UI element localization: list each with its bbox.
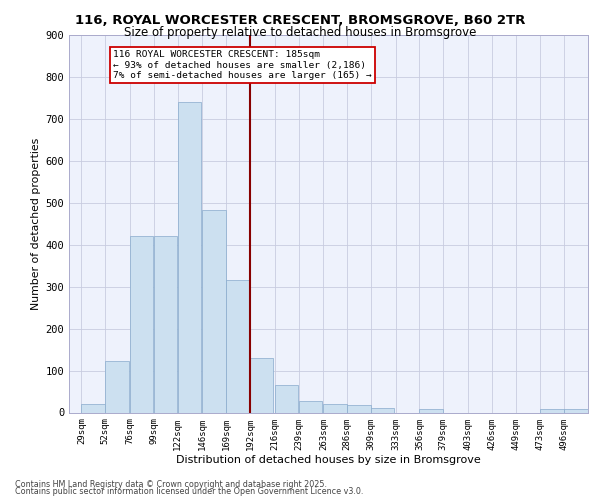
Bar — [371, 408, 394, 412]
Text: Contains public sector information licensed under the Open Government Licence v3: Contains public sector information licen… — [15, 487, 364, 496]
Text: Contains HM Land Registry data © Crown copyright and database right 2025.: Contains HM Land Registry data © Crown c… — [15, 480, 327, 489]
X-axis label: Distribution of detached houses by size in Bromsgrove: Distribution of detached houses by size … — [176, 455, 481, 465]
Bar — [541, 409, 564, 412]
Text: Size of property relative to detached houses in Bromsgrove: Size of property relative to detached ho… — [124, 26, 476, 39]
Y-axis label: Number of detached properties: Number of detached properties — [31, 138, 41, 310]
Bar — [154, 236, 177, 412]
Bar — [250, 358, 274, 412]
Bar — [275, 385, 298, 412]
Bar — [130, 236, 154, 412]
Text: 116 ROYAL WORCESTER CRESCENT: 185sqm
← 93% of detached houses are smaller (2,186: 116 ROYAL WORCESTER CRESCENT: 185sqm ← 9… — [113, 50, 372, 80]
Bar — [226, 280, 250, 412]
Bar — [105, 362, 128, 412]
Text: 116, ROYAL WORCESTER CRESCENT, BROMSGROVE, B60 2TR: 116, ROYAL WORCESTER CRESCENT, BROMSGROV… — [75, 14, 525, 27]
Bar — [178, 102, 201, 412]
Bar — [323, 404, 347, 412]
Bar — [202, 210, 226, 412]
Bar — [347, 405, 371, 412]
Bar — [299, 401, 322, 412]
Bar — [564, 409, 587, 412]
Bar — [82, 404, 105, 412]
Bar — [419, 409, 443, 412]
